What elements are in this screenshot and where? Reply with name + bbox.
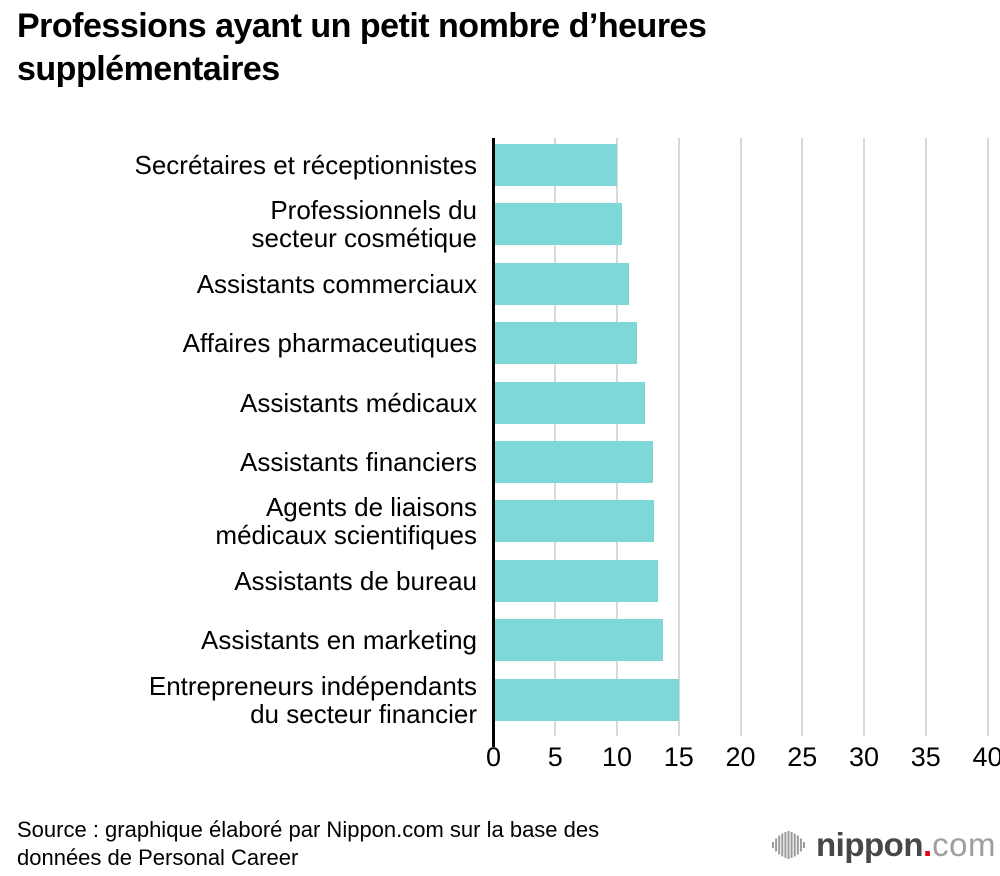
category-label: Secrétaires et réceptionnistes bbox=[134, 150, 477, 180]
x-tick-label: 40 bbox=[972, 742, 1000, 772]
gridline bbox=[616, 138, 618, 736]
nippon-logo: nippon. com bbox=[772, 822, 996, 868]
category-label: Assistants en marketing bbox=[200, 625, 477, 656]
x-tick-label: 20 bbox=[725, 742, 756, 772]
gridline bbox=[739, 138, 742, 736]
bar bbox=[495, 500, 655, 543]
logo-tld-text: com bbox=[932, 826, 996, 863]
bar bbox=[495, 262, 630, 305]
x-tick-label: 5 bbox=[547, 742, 563, 772]
x-tick-label: 15 bbox=[663, 742, 694, 772]
gridline bbox=[863, 138, 865, 736]
bar bbox=[495, 203, 622, 246]
source-note-line-2: données de Personal Career bbox=[17, 845, 299, 870]
bar bbox=[495, 381, 646, 424]
category-label: Assistants de bureau bbox=[234, 565, 477, 596]
category-label: Agents de liaisons médicaux scientifique… bbox=[215, 492, 477, 551]
gridline bbox=[924, 138, 927, 736]
bar bbox=[495, 678, 679, 721]
category-label: Affaires pharmaceutiques bbox=[182, 328, 477, 359]
chart-title-line-2: supplémentaires bbox=[17, 50, 280, 88]
plot-area: Secrétaires et réceptionnistes Profession… bbox=[0, 138, 1000, 778]
bar bbox=[495, 144, 617, 186]
category-label: Entrepreneurs indépendants du secteur fi… bbox=[148, 670, 477, 729]
soundwave-icon bbox=[772, 831, 806, 859]
category-label: Professionnels du secteur cosmétique bbox=[251, 195, 477, 254]
bar bbox=[495, 559, 658, 602]
category-label: Assistants médicaux bbox=[240, 387, 477, 418]
bar bbox=[495, 441, 653, 483]
category-label: Assistants commerciaux bbox=[196, 268, 477, 299]
gridline bbox=[677, 138, 680, 736]
source-note-line-1: Source : graphique élaboré par Nippon.co… bbox=[17, 817, 600, 842]
x-tick-label: 10 bbox=[601, 742, 633, 772]
source-note: Source : graphique élaboré par Nippon.co… bbox=[17, 816, 599, 872]
logo-dot: . bbox=[922, 826, 933, 863]
chart-title-line-1: Professions ayant un petit nombre d’heur… bbox=[17, 7, 707, 45]
gridline bbox=[801, 138, 804, 736]
logo-brand-text: nippon bbox=[816, 826, 923, 863]
chart-title: Professions ayant un petit nombre d’heur… bbox=[17, 5, 707, 91]
bar bbox=[495, 619, 663, 662]
category-label: Assistants financiers bbox=[240, 447, 477, 477]
x-tick-label: 35 bbox=[910, 742, 941, 772]
gridline bbox=[986, 138, 989, 736]
gridline bbox=[554, 138, 557, 736]
x-tick-label: 30 bbox=[848, 742, 880, 772]
bar bbox=[495, 322, 637, 365]
y-axis-line bbox=[492, 138, 495, 747]
x-tick-label: 25 bbox=[787, 742, 818, 772]
x-tick-label: 0 bbox=[485, 742, 502, 772]
